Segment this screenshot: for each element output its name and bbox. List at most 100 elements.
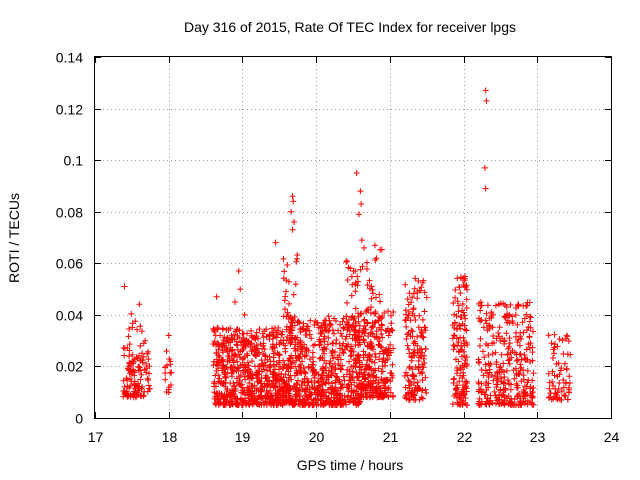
data-point [344,327,351,334]
x-tick-label: 17 [88,429,104,445]
data-point [140,353,147,360]
data-point [376,291,383,298]
data-point [515,401,522,408]
data-points [120,87,574,409]
data-point [134,326,141,333]
data-point [279,331,286,338]
data-point [350,323,357,330]
data-point [515,336,522,343]
data-point [267,393,274,400]
data-point [303,327,310,334]
data-point [131,369,138,376]
data-point [168,369,175,376]
data-point [223,346,230,353]
data-point [325,334,332,341]
data-point [121,383,128,390]
data-point [275,401,282,408]
data-point [312,341,319,348]
data-point [558,365,565,372]
data-point [120,377,127,384]
data-point [404,331,411,338]
data-point [505,357,512,364]
data-point [275,366,282,373]
data-point [363,393,370,400]
data-point [354,273,361,280]
data-point [215,372,222,379]
data-point [523,356,530,363]
data-point [490,333,497,340]
data-point [461,363,468,370]
data-point [422,324,429,331]
data-point [527,314,534,321]
data-point [237,286,244,293]
data-point [344,276,351,283]
data-point [231,393,238,400]
data-point [216,343,223,350]
data-point [477,302,484,309]
data-point [293,380,300,387]
y-tick-label: 0 [75,411,83,427]
data-point [500,391,507,398]
data-point [526,344,533,351]
data-point [343,258,350,265]
plot-frame [94,56,612,419]
data-point [495,329,502,336]
data-point [292,400,299,407]
data-point [482,361,489,368]
data-point [517,395,524,402]
data-point [330,340,337,347]
data-point [228,373,235,380]
data-point [262,353,269,360]
data-point [491,339,498,346]
data-point [258,357,265,364]
data-point [384,356,391,363]
data-point [520,386,527,393]
data-point [556,371,563,378]
data-point [355,211,362,218]
data-point [283,323,290,330]
data-point [253,353,260,360]
data-point [281,268,288,275]
data-point [288,319,295,326]
data-point [256,368,263,375]
data-point [514,356,521,363]
data-point [481,164,488,171]
data-point [523,346,530,353]
data-point [276,389,283,396]
data-point [337,356,344,363]
data-point [146,370,153,377]
data-point [381,309,388,316]
data-point [245,362,252,369]
data-point [484,395,491,402]
data-point [258,380,265,387]
data-point [333,373,340,380]
data-point [302,392,309,399]
data-point [163,388,170,395]
data-point [418,284,425,291]
data-point [291,335,298,342]
data-point [377,246,384,253]
data-point [349,281,356,288]
data-point [483,97,490,104]
data-point [330,330,337,337]
data-point [561,360,568,367]
data-point [302,331,309,338]
data-point [406,378,413,385]
data-point [556,336,563,343]
data-point [555,360,562,367]
data-point [385,332,392,339]
data-point [367,309,374,316]
data-point [224,369,231,376]
data-point [247,344,254,351]
data-point [339,318,346,325]
data-point [501,340,508,347]
data-point [518,356,525,363]
data-point [415,349,422,356]
data-point [248,340,255,347]
data-point [382,327,389,334]
data-point [453,387,460,394]
data-point [335,376,342,383]
data-point [219,364,226,371]
data-point [273,395,280,402]
